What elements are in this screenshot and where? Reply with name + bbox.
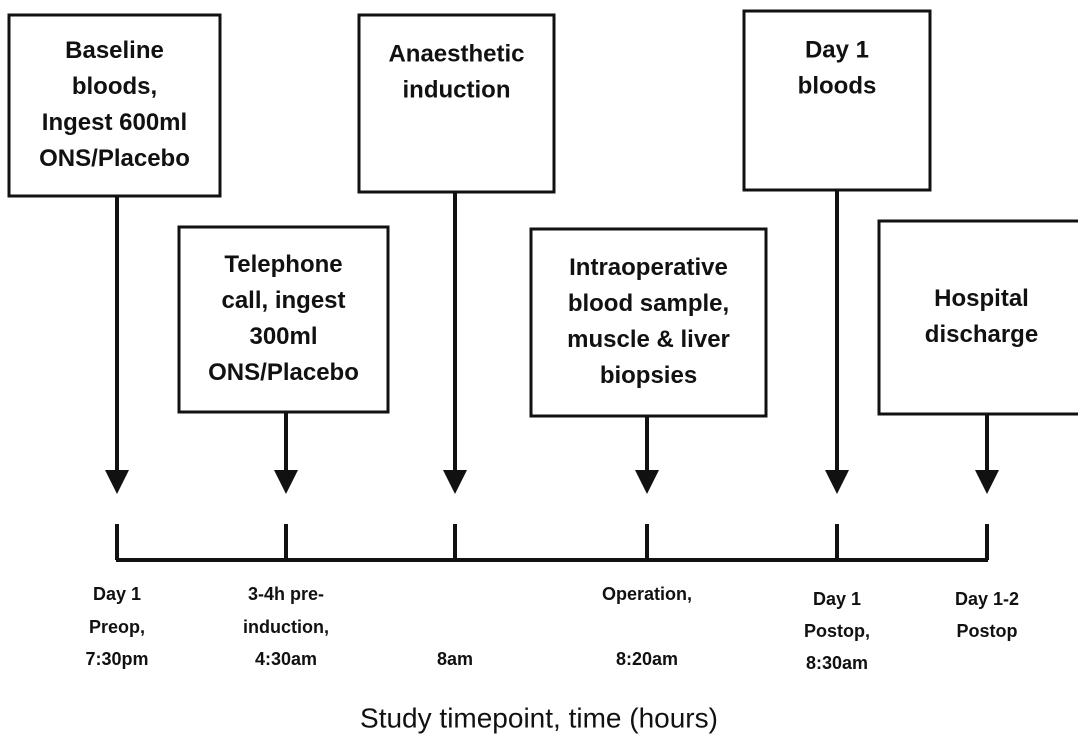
box-text: Hospital	[934, 285, 1029, 312]
box-text: Day 1	[805, 36, 869, 63]
time-label: induction,	[243, 617, 329, 637]
time-label: Day 1-2	[955, 589, 1019, 609]
event-box	[877, 219, 1078, 416]
box-text: biopsies	[600, 362, 697, 389]
box-text: Baseline	[65, 37, 164, 64]
box-text: muscle & liver	[567, 326, 730, 353]
time-label: 4:30am	[255, 649, 317, 669]
box-text: blood sample,	[568, 290, 729, 317]
box-text: bloods	[798, 72, 877, 99]
event-box	[357, 13, 556, 194]
box-text: ONS/Placebo	[208, 359, 359, 386]
box-text: Intraoperative	[569, 254, 728, 281]
event-box	[177, 225, 390, 414]
box-text: call, ingest	[221, 287, 345, 314]
time-label: 8:20am	[616, 649, 678, 669]
box-text: Telephone	[224, 251, 342, 278]
time-label: Day 1	[813, 589, 861, 609]
box-text: ONS/Placebo	[39, 145, 190, 172]
time-label: 7:30pm	[85, 649, 148, 669]
time-label: Postop,	[804, 621, 870, 641]
time-label: Day 1	[93, 584, 141, 604]
box-text: Ingest 600ml	[42, 109, 187, 136]
event-box	[529, 227, 768, 418]
time-label: 3-4h pre-	[248, 584, 324, 604]
event-box	[7, 13, 222, 198]
time-label: 8:30am	[806, 653, 868, 673]
box-text: discharge	[925, 321, 1038, 348]
time-label: Postop	[957, 621, 1018, 641]
box-text: Anaesthetic	[388, 40, 524, 67]
time-label: Preop,	[89, 617, 145, 637]
box-text: bloods,	[72, 73, 157, 100]
box-text: 300ml	[249, 323, 317, 350]
box-text: induction	[403, 76, 511, 103]
time-label: Operation,	[602, 584, 692, 604]
time-label: 8am	[437, 649, 473, 669]
axis-title: Study timepoint, time (hours)	[360, 702, 718, 733]
